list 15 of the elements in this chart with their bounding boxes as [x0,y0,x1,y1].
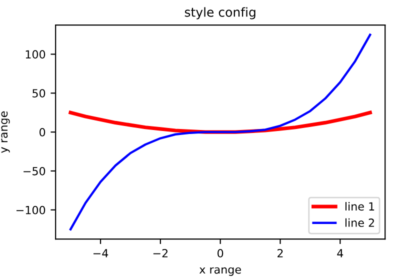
legend-label: line 1 [345,202,374,211]
x-tick-label: −4 [94,249,108,258]
y-tick-label: −100 [16,206,46,214]
chart-title: style config [184,7,256,20]
y-tick-label: 50 [32,89,46,98]
x-tick-label: 0 [218,249,224,258]
y-tick-label: −50 [24,166,46,176]
legend-label: line 2 [345,218,374,227]
x-tick-label: 2 [278,249,283,258]
y-tick-label: 100 [26,50,46,59]
x-axis-title: x range [199,267,241,276]
y-axis-title: y range [1,111,10,153]
x-tick-label: −2 [153,249,168,258]
x-tick-label: 4 [337,249,344,258]
y-tick-label: 0 [40,128,46,136]
